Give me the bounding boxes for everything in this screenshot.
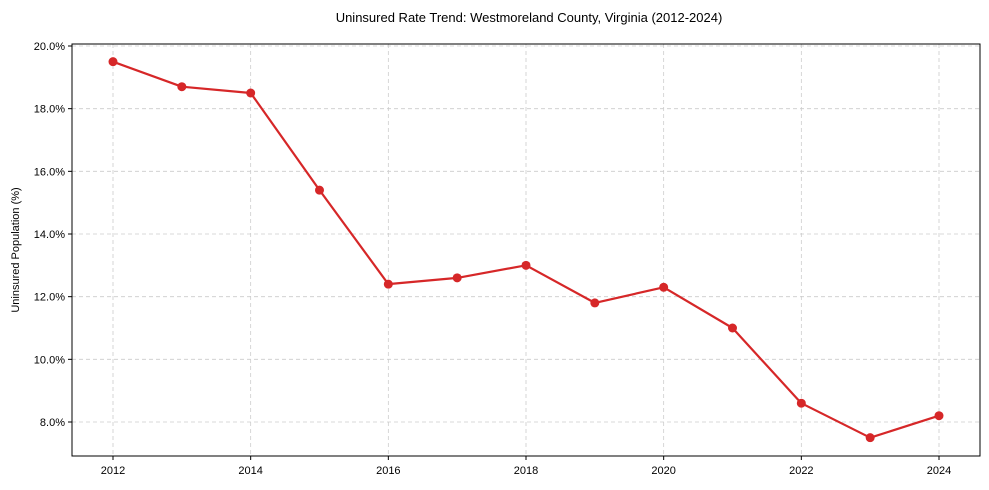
data-point-marker bbox=[865, 433, 875, 443]
y-tick-label: 14.0% bbox=[34, 229, 65, 241]
data-point-marker bbox=[728, 323, 737, 333]
chart-title: Uninsured Rate Trend: Westmoreland Count… bbox=[336, 10, 723, 25]
data-point-marker bbox=[659, 282, 669, 292]
x-tick-label: 2022 bbox=[789, 465, 813, 477]
y-tick-label: 8.0% bbox=[40, 417, 65, 429]
x-tick-label: 2014 bbox=[238, 465, 262, 477]
data-point-marker bbox=[452, 273, 462, 283]
y-axis-label: Uninsured Population (%) bbox=[10, 187, 22, 312]
data-point-marker bbox=[246, 88, 256, 98]
data-point-marker bbox=[108, 57, 118, 67]
data-point-marker bbox=[521, 260, 531, 270]
x-tick-label: 2020 bbox=[651, 465, 675, 477]
x-tick-label: 2016 bbox=[376, 465, 400, 477]
grid-lines bbox=[72, 44, 980, 456]
x-axis-ticks: 2012 2014 2016 2018 2020 2022 2024 bbox=[101, 456, 951, 477]
y-tick-label: 10.0% bbox=[34, 354, 65, 366]
x-tick-label: 2024 bbox=[927, 465, 951, 477]
x-tick-label: 2012 bbox=[101, 465, 125, 477]
data-point-marker bbox=[590, 298, 600, 308]
data-series bbox=[108, 57, 944, 443]
y-tick-label: 12.0% bbox=[34, 292, 65, 304]
data-point-marker bbox=[315, 185, 324, 195]
y-axis-ticks: 8.0% 10.0% 12.0% 14.0% 16.0% 18.0% 20.0% bbox=[34, 41, 72, 429]
y-tick-label: 20.0% bbox=[34, 41, 65, 53]
x-tick-label: 2018 bbox=[514, 465, 538, 477]
y-tick-label: 16.0% bbox=[34, 166, 65, 178]
data-point-marker bbox=[177, 82, 187, 92]
data-point-marker bbox=[796, 398, 806, 408]
data-point-marker bbox=[383, 279, 393, 289]
y-tick-label: 18.0% bbox=[34, 104, 65, 116]
data-point-marker bbox=[934, 411, 944, 421]
